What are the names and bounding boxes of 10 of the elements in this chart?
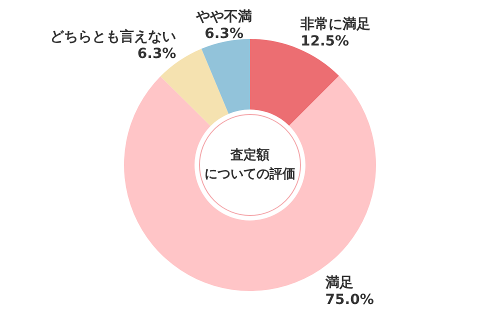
data-label: 12.5%: [300, 34, 350, 50]
slice-label: 非常に満足: [299, 16, 370, 33]
slice-label: どちらとも言えない: [50, 28, 176, 46]
text: 査定額: [230, 146, 270, 165]
data-label: 6.3%: [137, 46, 176, 62]
slice-label: 満足: [324, 275, 354, 292]
text: についての評価: [204, 166, 296, 184]
data-label: 6.3%: [204, 26, 244, 42]
slice-label: やや不満: [195, 9, 252, 26]
data-label: 75.0%: [325, 292, 374, 308]
